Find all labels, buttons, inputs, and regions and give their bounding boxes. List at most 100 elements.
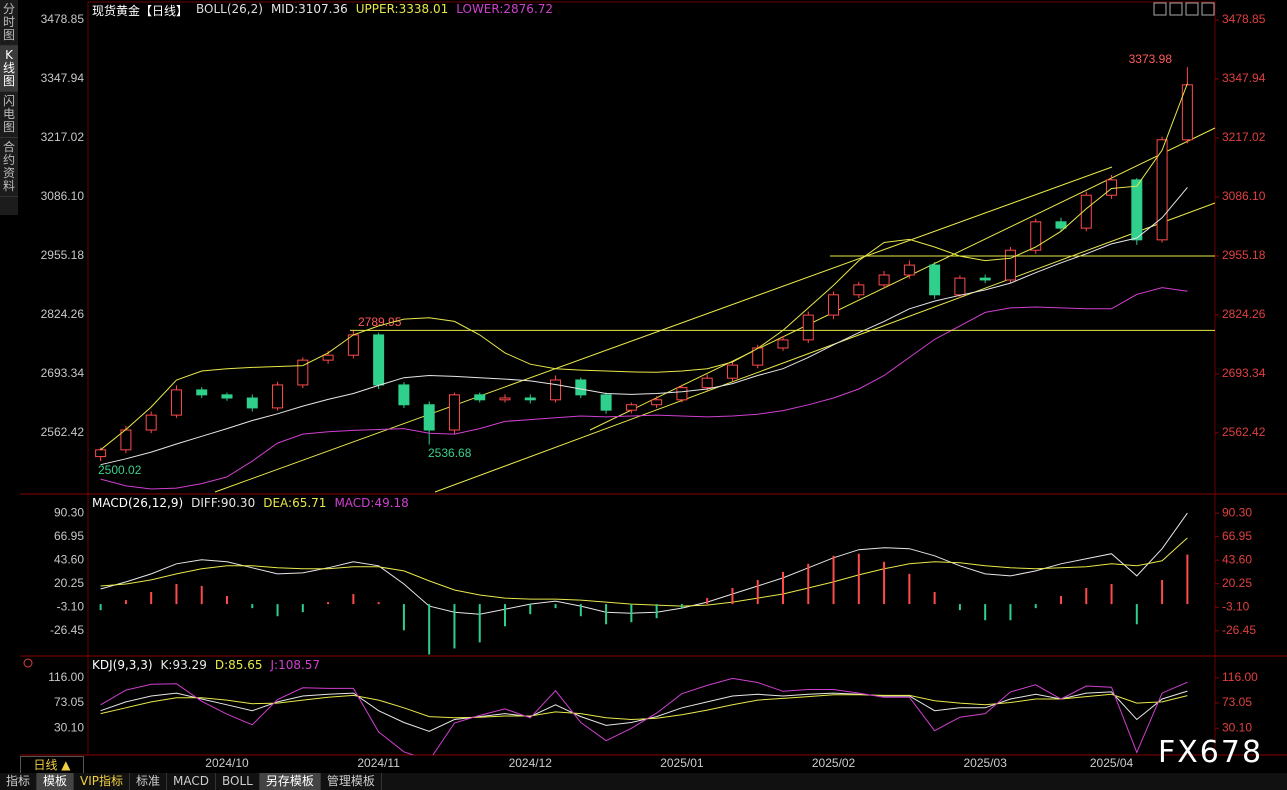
sidebar-item[interactable]: 分时图 [0, 0, 18, 46]
indicator-line [100, 512, 1188, 615]
legend-value: 49.18 [374, 496, 409, 510]
candle-body [145, 414, 157, 431]
candle-body [1080, 194, 1092, 229]
x-tick-label: 2024/12 [509, 756, 553, 770]
legend-entry: UPPER:3338.01 [356, 2, 448, 19]
legend-name: LOWER: [456, 2, 504, 16]
candle-body [802, 314, 814, 341]
y-tick-label: 43.60 [54, 552, 84, 566]
legend: 现货黄金【日线】 BOLL(26,2) MID:3107.36 UPPER:3338.… [92, 2, 553, 19]
indicator-line [100, 287, 1188, 490]
histogram-bar [630, 604, 633, 623]
tab[interactable]: VIP指标 [74, 773, 131, 790]
histogram-bar [782, 571, 784, 605]
candle-body [221, 394, 233, 399]
legend-value: 85.65 [228, 658, 263, 672]
tab[interactable]: 指标 [0, 773, 38, 790]
histogram-bar [327, 602, 330, 605]
histogram-bar [1110, 583, 1113, 605]
candle-body [524, 397, 536, 401]
icon [23, 658, 33, 668]
y-tick-label: 3478.85 [41, 12, 85, 26]
y-tick-label: 90.30 [54, 505, 84, 519]
candle-body [499, 397, 511, 401]
sidebar-item[interactable]: 合约资料 [0, 138, 18, 197]
candle-body [322, 354, 334, 361]
y-tick-label: 116.00 [1222, 670, 1258, 684]
histogram-bar [908, 573, 911, 605]
indicator-line [100, 693, 1188, 721]
histogram-bar [402, 604, 405, 631]
candle-body [575, 379, 587, 396]
candle-body [853, 284, 865, 296]
legend-name: MACD: [334, 496, 375, 510]
sidebar: 分时图 K线图 闪电图 合约资料 [0, 0, 18, 215]
y-tick-label: 3086.10 [1222, 189, 1266, 203]
sidebar-item[interactable]: 闪电图 [0, 92, 18, 138]
trend-line [589, 127, 1216, 431]
histogram-bar [832, 555, 835, 605]
indicator-line [100, 187, 1188, 466]
histogram-bar [276, 604, 279, 617]
watermark: FX678 [1158, 735, 1264, 770]
histogram-bar [301, 604, 304, 613]
icon[interactable] [1185, 2, 1199, 16]
histogram-bar [453, 604, 456, 649]
histogram-bar [99, 604, 102, 611]
candle-body [954, 277, 966, 296]
y-tick-label: -26.45 [50, 623, 84, 637]
indicator-line [100, 537, 1188, 607]
y-tick-label: 2824.26 [1222, 307, 1266, 321]
y-tick-label: 2824.26 [41, 307, 85, 321]
candle-body [1004, 249, 1016, 281]
candle-body [828, 294, 840, 316]
sidebar-item[interactable]: K线图 [0, 46, 18, 92]
tab[interactable]: MACD [167, 773, 217, 790]
icon[interactable] [1153, 2, 1167, 16]
histogram-bar [478, 604, 481, 643]
candle-body [676, 387, 688, 401]
y-tick-label: 66.95 [54, 529, 84, 543]
candle-body [878, 274, 890, 286]
candle-body [398, 384, 410, 406]
histogram-bar [124, 600, 127, 605]
histogram-bar [984, 604, 987, 621]
x-tick-label: 2025/03 [963, 756, 1007, 770]
histogram-bar [377, 602, 380, 605]
icon[interactable] [1169, 2, 1183, 16]
legend-name: K: [160, 658, 173, 672]
tab[interactable]: 模板 [37, 773, 75, 790]
x-tick-label: 2025/01 [660, 756, 704, 770]
y-tick-label: 2562.42 [41, 425, 85, 439]
tab[interactable]: 标准 [130, 773, 168, 790]
tab[interactable]: BOLL [216, 773, 260, 790]
icon[interactable] [1201, 2, 1215, 16]
legend-entry: MID:3107.36 [271, 2, 348, 19]
candle-body [170, 389, 182, 416]
histogram-bar [958, 604, 961, 611]
histogram-bar [731, 587, 734, 605]
high-label: 2789.95 [358, 315, 402, 329]
tab-bar: 指标 模板 VIP指标 标准 MACD BOLL 另存模板 管理模板 [0, 773, 1287, 790]
legend-name: D: [214, 658, 229, 672]
candle-body [423, 404, 435, 431]
y-tick-label: 3347.94 [41, 71, 85, 85]
histogram-bar [1135, 604, 1138, 625]
legend-entry: LOWER:2876.72 [456, 2, 553, 19]
y-tick-label: 66.95 [1222, 529, 1252, 543]
candle-body [600, 394, 612, 411]
legend-entry: K:93.29 [161, 658, 207, 672]
histogram-bar [579, 604, 582, 617]
histogram-bar [226, 596, 228, 605]
toolbar-icons[interactable] [1153, 2, 1215, 16]
y-tick-label: 43.60 [1222, 552, 1252, 566]
legend-value: 108.57 [278, 658, 321, 672]
y-tick-label: 3086.10 [41, 189, 85, 203]
candle-body [929, 264, 941, 296]
legend-value: 93.29 [172, 658, 207, 672]
tab[interactable]: 另存模板 [259, 773, 321, 790]
tab[interactable]: 管理模板 [321, 773, 382, 790]
candle-body [1055, 221, 1067, 229]
y-tick-label: -3.10 [57, 599, 85, 613]
low-label: 2536.68 [428, 446, 472, 460]
